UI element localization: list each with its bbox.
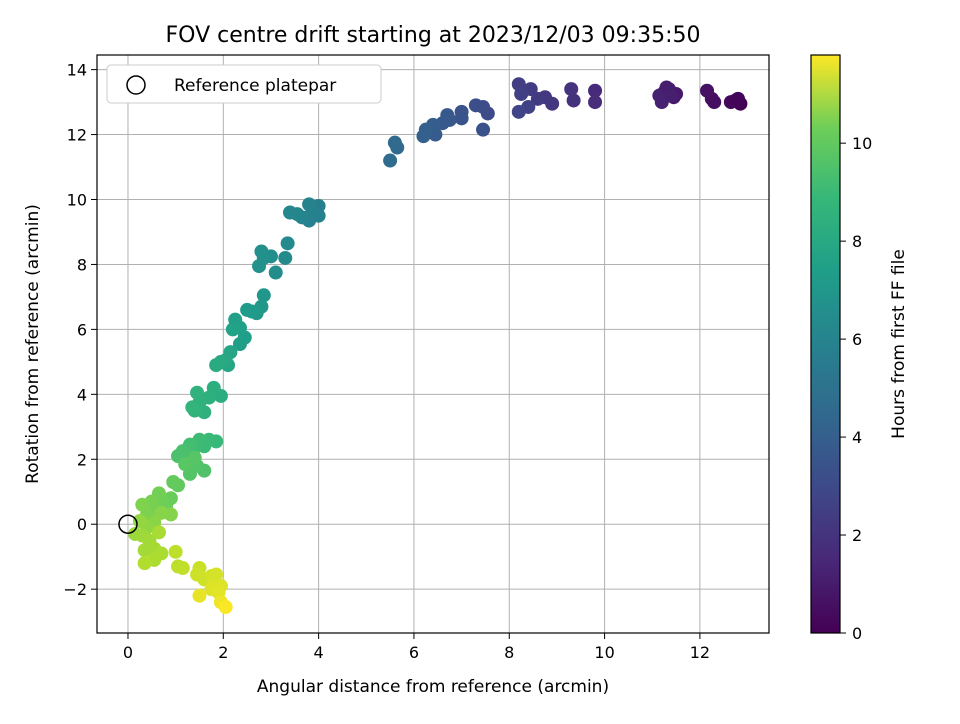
- data-point: [566, 93, 581, 108]
- data-point: [225, 322, 240, 337]
- y-axis-ticks: −2 0 2 4 6 8 10 12 14: [63, 61, 97, 599]
- data-point: [514, 86, 529, 101]
- scatter-series: [128, 77, 748, 615]
- data-point: [476, 122, 491, 137]
- data-point: [166, 475, 181, 490]
- legend-label: Reference platepar: [174, 76, 336, 96]
- x-axis-ticks: 0 2 4 6 8 10 12: [123, 633, 710, 662]
- y-axis-label: Rotation from reference (arcmin): [23, 204, 43, 484]
- data-point: [190, 385, 205, 400]
- x-tick-label: 2: [218, 643, 228, 662]
- data-point: [511, 104, 526, 119]
- data-point: [135, 497, 150, 512]
- data-point: [283, 205, 298, 220]
- y-tick-label: 14: [67, 61, 87, 80]
- data-point: [416, 129, 431, 144]
- legend: Reference platepar: [106, 64, 382, 104]
- x-tick-label: 10: [594, 643, 614, 662]
- data-point: [588, 95, 603, 110]
- data-point: [218, 600, 233, 615]
- data-point: [154, 505, 169, 520]
- data-point: [588, 83, 603, 98]
- colorbar-ticks: 0 2 4 6 8 10: [840, 134, 872, 643]
- colorbar-tick-label: 8: [852, 232, 862, 251]
- x-tick-label: 8: [504, 643, 514, 662]
- x-tick-label: 0: [123, 643, 133, 662]
- colorbar-tick-label: 2: [852, 526, 862, 545]
- data-point: [280, 236, 295, 251]
- data-point: [707, 95, 722, 110]
- colorbar-label: Hours from first FF file: [889, 249, 909, 439]
- data-point: [175, 561, 190, 576]
- data-point: [151, 525, 166, 540]
- reference-marker: [118, 514, 138, 534]
- data-point: [468, 98, 483, 113]
- data-point: [387, 135, 402, 150]
- data-point: [278, 250, 293, 265]
- y-tick-label: 4: [77, 385, 87, 404]
- data-point: [209, 358, 224, 373]
- data-point: [268, 265, 283, 280]
- data-point: [564, 82, 579, 97]
- y-tick-label: 6: [77, 320, 87, 339]
- colorbar-tick-label: 6: [852, 330, 862, 349]
- data-point: [168, 544, 183, 559]
- colorbar-tick-label: 10: [852, 134, 872, 153]
- legend-box: [106, 64, 382, 104]
- x-tick-label: 4: [314, 643, 324, 662]
- plot-frame: [96, 54, 770, 634]
- data-point: [187, 450, 202, 465]
- chart-title: FOV centre drift starting at 2023/12/03 …: [166, 23, 701, 48]
- x-axis-label: Angular distance from reference (arcmin): [257, 677, 609, 697]
- colorbar: 0 2 4 6 8 10 Hours from first FF file: [810, 54, 909, 643]
- y-tick-label: 8: [77, 255, 87, 274]
- y-tick-label: 0: [77, 515, 87, 534]
- data-point: [240, 302, 255, 317]
- data-point: [383, 153, 398, 168]
- data-point: [192, 588, 207, 603]
- colorbar-tick-label: 4: [852, 428, 862, 447]
- data-point: [530, 91, 545, 106]
- data-point: [731, 91, 746, 106]
- y-tick-label: 12: [67, 126, 87, 145]
- data-point: [132, 513, 147, 528]
- data-point: [664, 88, 679, 103]
- data-point: [185, 400, 200, 415]
- y-tick-label: 10: [67, 191, 87, 210]
- x-tick-label: 6: [409, 643, 419, 662]
- data-point: [700, 83, 715, 98]
- data-point: [137, 556, 152, 571]
- legend-marker: [126, 75, 146, 95]
- data-point: [302, 197, 317, 212]
- data-point: [256, 288, 271, 303]
- y-tick-label: −2: [63, 580, 87, 599]
- data-point: [232, 337, 247, 351]
- data-point: [252, 259, 267, 274]
- y-tick-label: 2: [77, 450, 87, 469]
- colorbar-gradient: [810, 54, 841, 634]
- data-point: [454, 111, 469, 126]
- x-tick-label: 12: [690, 643, 710, 662]
- colorbar-tick-label: 0: [852, 624, 862, 643]
